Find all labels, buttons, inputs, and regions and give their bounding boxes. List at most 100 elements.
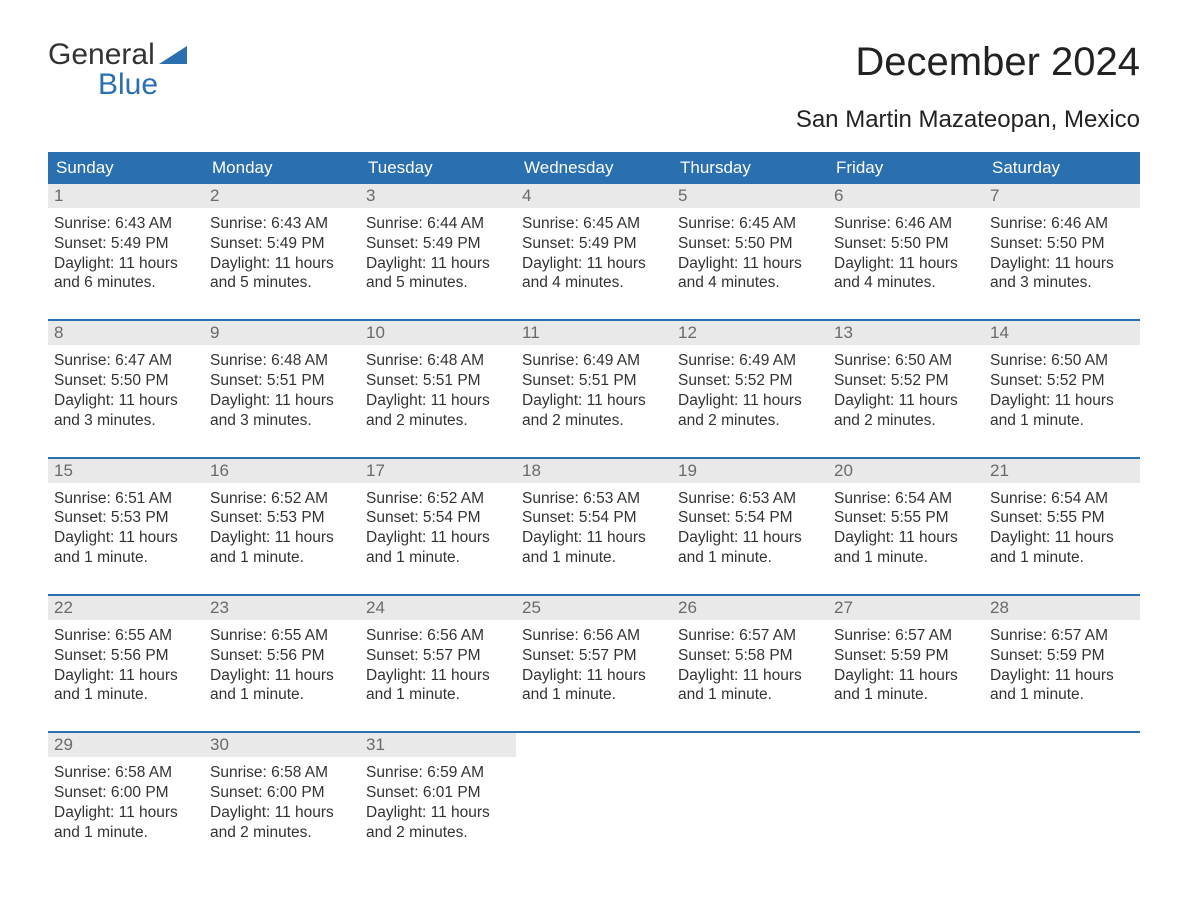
sunrise-text: Sunrise: 6:52 AM xyxy=(366,489,510,509)
sunset-text: Sunset: 5:54 PM xyxy=(522,508,666,528)
daylight-text: Daylight: 11 hours and 4 minutes. xyxy=(834,254,978,294)
calendar-cell: 6Sunrise: 6:46 AMSunset: 5:50 PMDaylight… xyxy=(828,184,984,301)
day-body: Sunrise: 6:48 AMSunset: 5:51 PMDaylight:… xyxy=(204,345,360,438)
day-number: 9 xyxy=(204,321,360,345)
sunset-text: Sunset: 5:53 PM xyxy=(54,508,198,528)
calendar-cell xyxy=(672,733,828,850)
day-body: Sunrise: 6:52 AMSunset: 5:54 PMDaylight:… xyxy=(360,483,516,576)
sunset-text: Sunset: 5:53 PM xyxy=(210,508,354,528)
sunset-text: Sunset: 5:57 PM xyxy=(522,646,666,666)
sunrise-text: Sunrise: 6:45 AM xyxy=(522,214,666,234)
sunset-text: Sunset: 5:50 PM xyxy=(678,234,822,254)
daylight-text: Daylight: 11 hours and 2 minutes. xyxy=(366,391,510,431)
sunset-text: Sunset: 5:54 PM xyxy=(678,508,822,528)
sunrise-text: Sunrise: 6:43 AM xyxy=(54,214,198,234)
sunset-text: Sunset: 5:51 PM xyxy=(522,371,666,391)
daylight-text: Daylight: 11 hours and 1 minute. xyxy=(834,666,978,706)
calendar-cell: 4Sunrise: 6:45 AMSunset: 5:49 PMDaylight… xyxy=(516,184,672,301)
day-number xyxy=(828,733,984,757)
calendar-cell: 27Sunrise: 6:57 AMSunset: 5:59 PMDayligh… xyxy=(828,596,984,713)
calendar-cell: 16Sunrise: 6:52 AMSunset: 5:53 PMDayligh… xyxy=(204,459,360,576)
day-number: 8 xyxy=(48,321,204,345)
sunset-text: Sunset: 5:55 PM xyxy=(990,508,1134,528)
calendar-cell xyxy=(516,733,672,850)
sunset-text: Sunset: 5:50 PM xyxy=(834,234,978,254)
sunrise-text: Sunrise: 6:44 AM xyxy=(366,214,510,234)
day-header: Monday xyxy=(204,152,360,184)
sunrise-text: Sunrise: 6:53 AM xyxy=(678,489,822,509)
day-header: Tuesday xyxy=(360,152,516,184)
day-number: 13 xyxy=(828,321,984,345)
day-header: Wednesday xyxy=(516,152,672,184)
daylight-text: Daylight: 11 hours and 1 minute. xyxy=(834,528,978,568)
daylight-text: Daylight: 11 hours and 3 minutes. xyxy=(990,254,1134,294)
sunrise-text: Sunrise: 6:56 AM xyxy=(366,626,510,646)
day-number: 25 xyxy=(516,596,672,620)
calendar-cell: 1Sunrise: 6:43 AMSunset: 5:49 PMDaylight… xyxy=(48,184,204,301)
sunrise-text: Sunrise: 6:55 AM xyxy=(210,626,354,646)
calendar-week: 22Sunrise: 6:55 AMSunset: 5:56 PMDayligh… xyxy=(48,594,1140,713)
sunrise-text: Sunrise: 6:48 AM xyxy=(210,351,354,371)
day-body: Sunrise: 6:50 AMSunset: 5:52 PMDaylight:… xyxy=(984,345,1140,438)
day-body: Sunrise: 6:55 AMSunset: 5:56 PMDaylight:… xyxy=(204,620,360,713)
day-body: Sunrise: 6:59 AMSunset: 6:01 PMDaylight:… xyxy=(360,757,516,850)
calendar-cell: 13Sunrise: 6:50 AMSunset: 5:52 PMDayligh… xyxy=(828,321,984,438)
calendar-cell: 18Sunrise: 6:53 AMSunset: 5:54 PMDayligh… xyxy=(516,459,672,576)
day-number xyxy=(516,733,672,757)
daylight-text: Daylight: 11 hours and 1 minute. xyxy=(990,528,1134,568)
day-body: Sunrise: 6:46 AMSunset: 5:50 PMDaylight:… xyxy=(828,208,984,301)
sunrise-text: Sunrise: 6:55 AM xyxy=(54,626,198,646)
sunset-text: Sunset: 5:49 PM xyxy=(210,234,354,254)
sunset-text: Sunset: 5:58 PM xyxy=(678,646,822,666)
day-body: Sunrise: 6:56 AMSunset: 5:57 PMDaylight:… xyxy=(360,620,516,713)
calendar-cell: 8Sunrise: 6:47 AMSunset: 5:50 PMDaylight… xyxy=(48,321,204,438)
sunrise-text: Sunrise: 6:57 AM xyxy=(678,626,822,646)
page-title: December 2024 xyxy=(855,40,1140,85)
logo: General Blue xyxy=(48,40,187,100)
day-number: 24 xyxy=(360,596,516,620)
day-number: 21 xyxy=(984,459,1140,483)
daylight-text: Daylight: 11 hours and 1 minute. xyxy=(210,666,354,706)
calendar-cell: 11Sunrise: 6:49 AMSunset: 5:51 PMDayligh… xyxy=(516,321,672,438)
day-body: Sunrise: 6:43 AMSunset: 5:49 PMDaylight:… xyxy=(48,208,204,301)
calendar-cell: 19Sunrise: 6:53 AMSunset: 5:54 PMDayligh… xyxy=(672,459,828,576)
calendar-cell: 31Sunrise: 6:59 AMSunset: 6:01 PMDayligh… xyxy=(360,733,516,850)
sunset-text: Sunset: 5:52 PM xyxy=(990,371,1134,391)
calendar-cell: 23Sunrise: 6:55 AMSunset: 5:56 PMDayligh… xyxy=(204,596,360,713)
day-header: Saturday xyxy=(984,152,1140,184)
sunset-text: Sunset: 5:54 PM xyxy=(366,508,510,528)
sunrise-text: Sunrise: 6:54 AM xyxy=(834,489,978,509)
calendar-cell: 21Sunrise: 6:54 AMSunset: 5:55 PMDayligh… xyxy=(984,459,1140,576)
sunrise-text: Sunrise: 6:57 AM xyxy=(834,626,978,646)
calendar-cell: 10Sunrise: 6:48 AMSunset: 5:51 PMDayligh… xyxy=(360,321,516,438)
daylight-text: Daylight: 11 hours and 1 minute. xyxy=(522,666,666,706)
daylight-text: Daylight: 11 hours and 1 minute. xyxy=(678,666,822,706)
day-body: Sunrise: 6:45 AMSunset: 5:49 PMDaylight:… xyxy=(516,208,672,301)
sunrise-text: Sunrise: 6:59 AM xyxy=(366,763,510,783)
day-body: Sunrise: 6:54 AMSunset: 5:55 PMDaylight:… xyxy=(984,483,1140,576)
sunset-text: Sunset: 5:49 PM xyxy=(366,234,510,254)
calendar-cell xyxy=(828,733,984,850)
calendar-cell xyxy=(984,733,1140,850)
day-header-row: SundayMondayTuesdayWednesdayThursdayFrid… xyxy=(48,152,1140,184)
location-subtitle: San Martin Mazateopan, Mexico xyxy=(48,106,1140,134)
day-body: Sunrise: 6:56 AMSunset: 5:57 PMDaylight:… xyxy=(516,620,672,713)
calendar-cell: 2Sunrise: 6:43 AMSunset: 5:49 PMDaylight… xyxy=(204,184,360,301)
sunset-text: Sunset: 5:51 PM xyxy=(210,371,354,391)
daylight-text: Daylight: 11 hours and 1 minute. xyxy=(990,391,1134,431)
daylight-text: Daylight: 11 hours and 1 minute. xyxy=(54,666,198,706)
calendar-cell: 9Sunrise: 6:48 AMSunset: 5:51 PMDaylight… xyxy=(204,321,360,438)
calendar-cell: 7Sunrise: 6:46 AMSunset: 5:50 PMDaylight… xyxy=(984,184,1140,301)
sunrise-text: Sunrise: 6:46 AM xyxy=(834,214,978,234)
sunset-text: Sunset: 5:51 PM xyxy=(366,371,510,391)
day-body: Sunrise: 6:54 AMSunset: 5:55 PMDaylight:… xyxy=(828,483,984,576)
calendar-cell: 5Sunrise: 6:45 AMSunset: 5:50 PMDaylight… xyxy=(672,184,828,301)
calendar-cell: 30Sunrise: 6:58 AMSunset: 6:00 PMDayligh… xyxy=(204,733,360,850)
day-number xyxy=(984,733,1140,757)
sunrise-text: Sunrise: 6:58 AM xyxy=(210,763,354,783)
sunset-text: Sunset: 5:57 PM xyxy=(366,646,510,666)
day-number: 27 xyxy=(828,596,984,620)
logo-word2: Blue xyxy=(48,70,187,100)
sunset-text: Sunset: 5:52 PM xyxy=(678,371,822,391)
calendar-cell: 22Sunrise: 6:55 AMSunset: 5:56 PMDayligh… xyxy=(48,596,204,713)
